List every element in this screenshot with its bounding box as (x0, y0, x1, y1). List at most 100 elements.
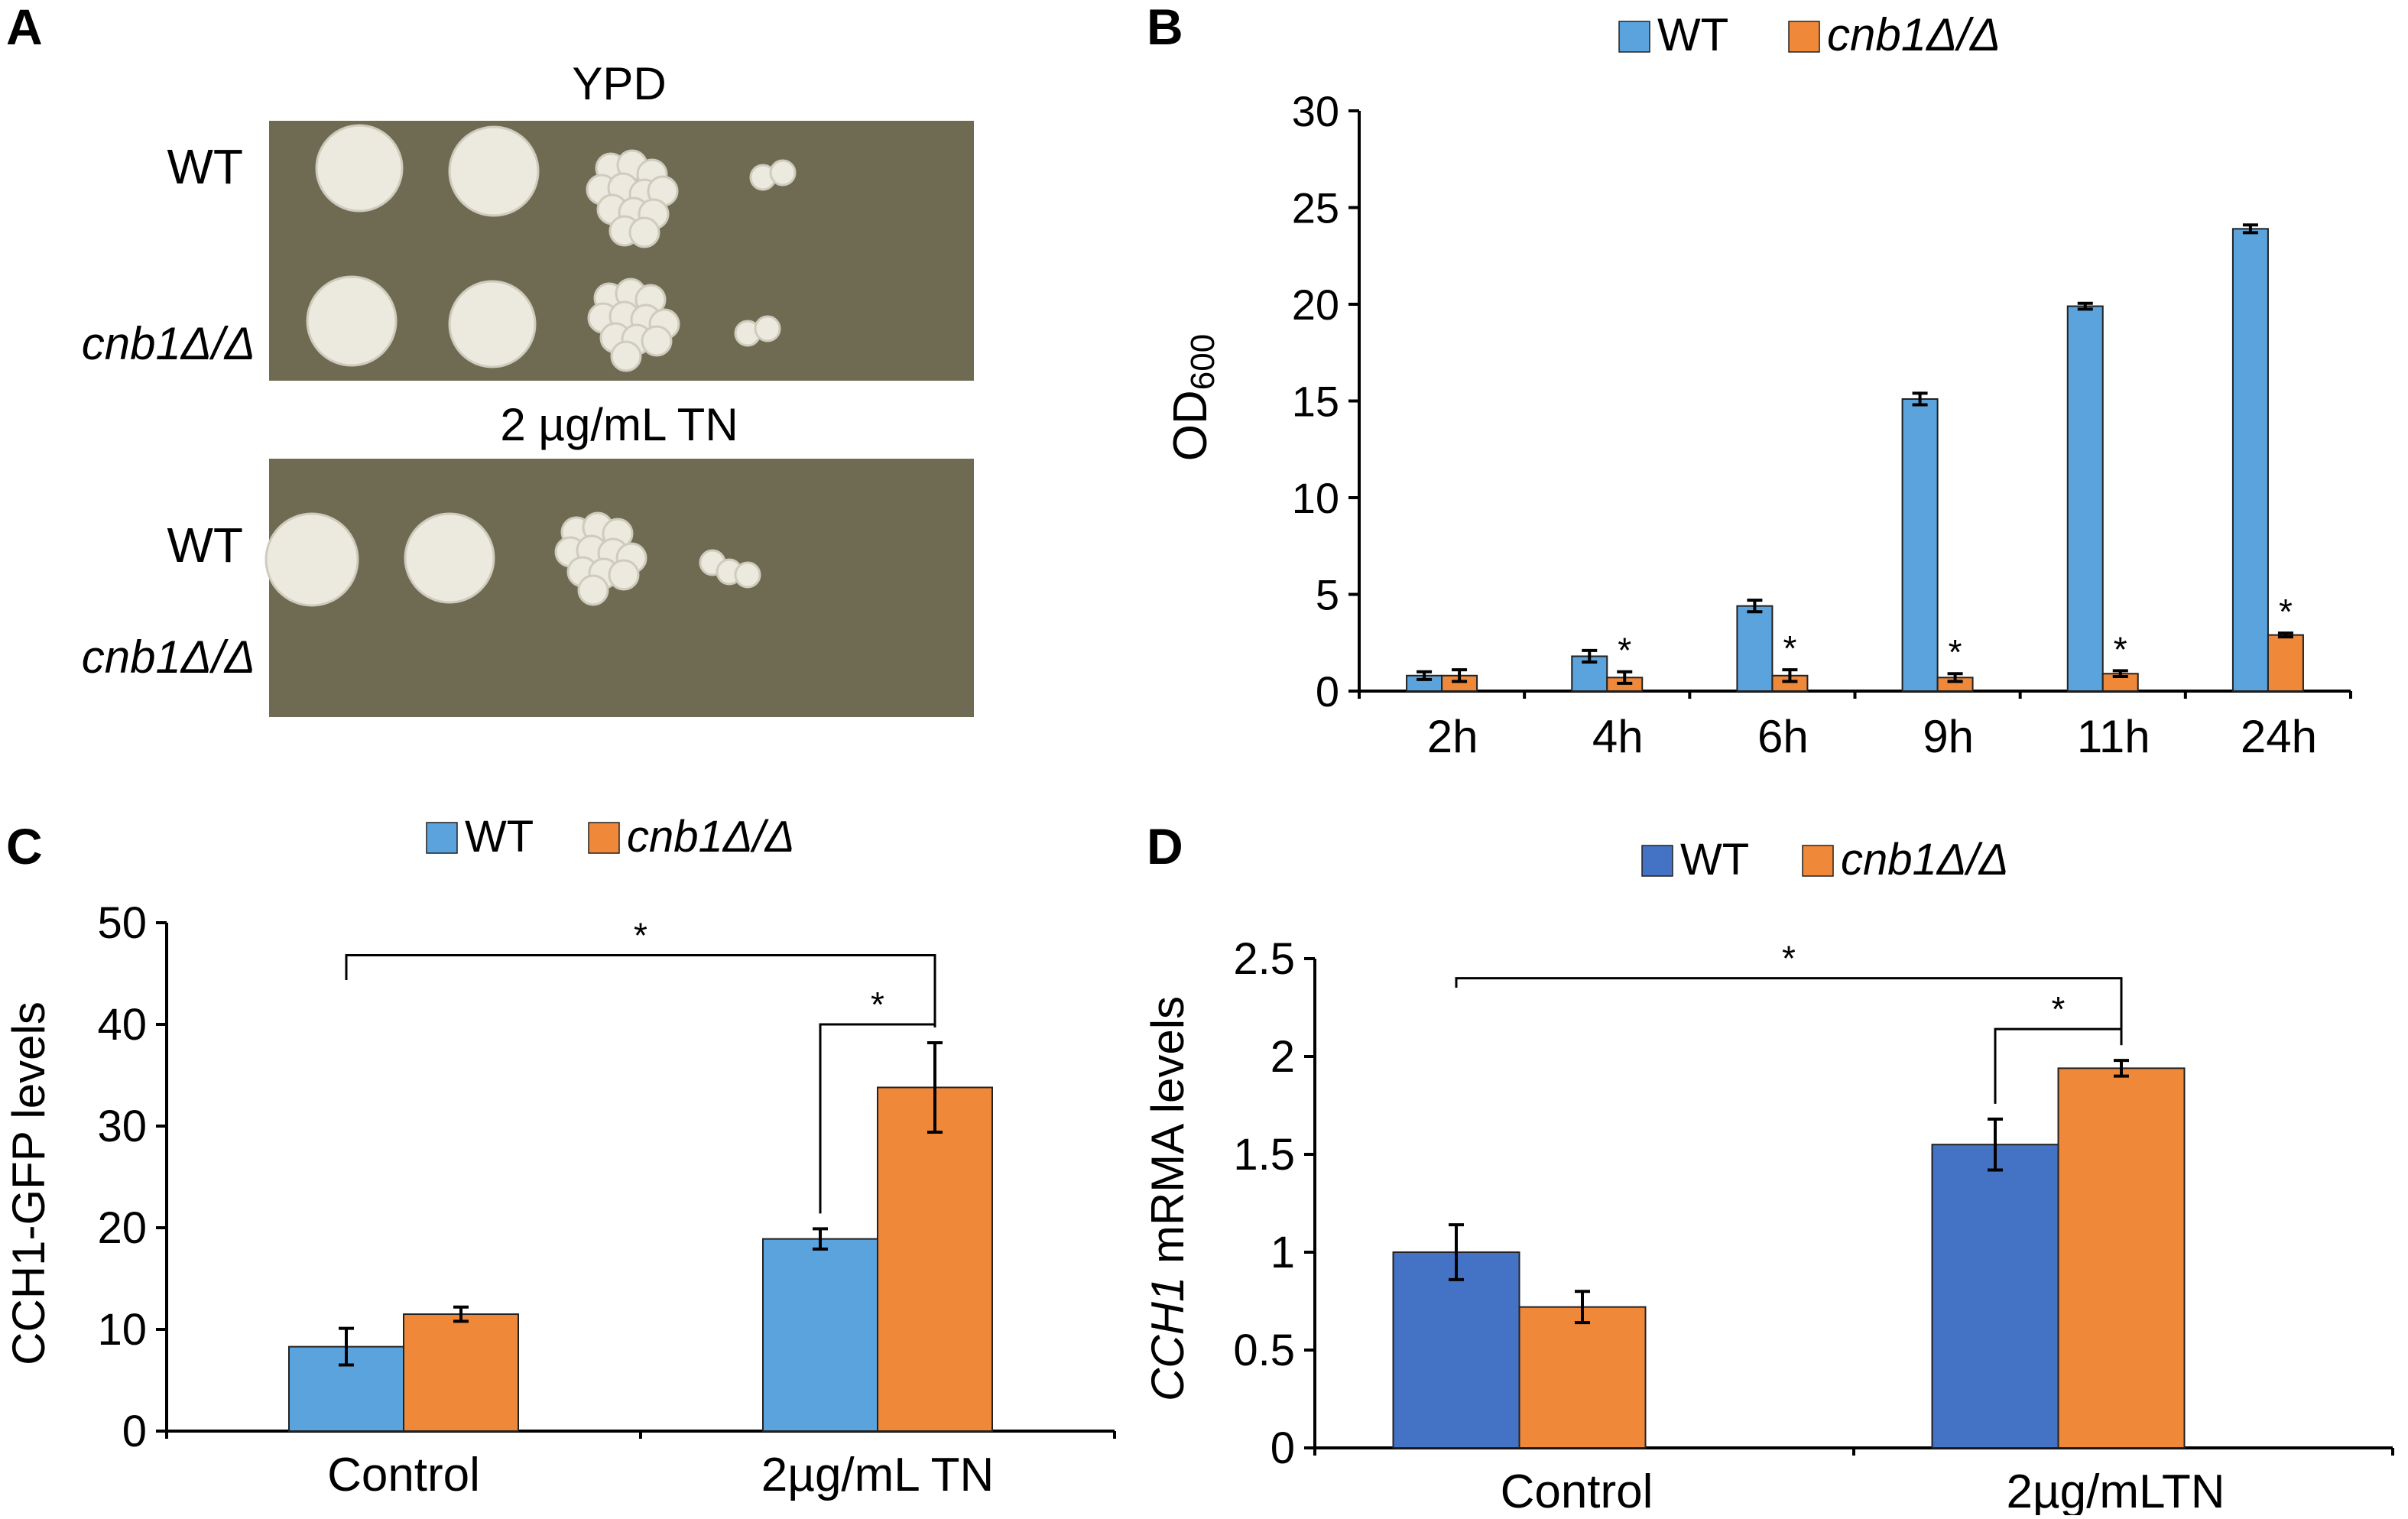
legend-swatch-mutant (588, 822, 620, 854)
significance-label: * (2052, 989, 2066, 1029)
colony-plate2-wt-dil2 (404, 512, 495, 604)
y-tick-label: 0 (122, 1407, 147, 1456)
legend-label-wt: WT (465, 812, 534, 862)
x-tick-label: 11h (2077, 711, 2150, 762)
y-tick-label: 20 (1292, 281, 1339, 329)
y-tick-label: 30 (1292, 87, 1339, 135)
significance-label: * (634, 916, 647, 956)
significance-bracket (819, 1023, 936, 1214)
significance-label: * (1618, 631, 1631, 670)
colony-plate1-mut-dil1 (306, 275, 398, 367)
bar-wt-Control (1392, 1251, 1520, 1449)
panel-b-chart: 0 5 10 15 20 25 30 2h 4h 6h 9h 11h 24h * * * * * WT cnb1Δ/Δ… (1164, 9, 2352, 762)
y-tick-label: 1.5 (1233, 1130, 1295, 1180)
legend-label-mutant: cnb1Δ/Δ (1841, 835, 2009, 884)
panel-letter-d: D (1147, 818, 1183, 875)
x-tick-label: 2µg/mLTN (2006, 1465, 2225, 1515)
colony-plate1-mut-dil3-10 (610, 340, 642, 372)
colony-plate2-wt-dil3-10 (577, 574, 609, 606)
plate1-row-wt-label: WT (167, 139, 244, 194)
y-tick-label: 50 (97, 898, 147, 948)
colony-plate1-mut-dil3-9 (641, 325, 673, 357)
y-tick-label: 5 (1316, 571, 1339, 619)
bar-mutant-Control (1518, 1306, 1647, 1449)
y-tick-label: 20 (97, 1203, 147, 1253)
colony-plate1-wt-dil2 (448, 125, 540, 217)
plate2-row-mutant-label: cnb1Δ/Δ (82, 631, 255, 683)
bar-wt-2gmLTN (1931, 1144, 2059, 1449)
x-tick-label: 24h (2241, 711, 2317, 762)
colony-plate1-wt-dil4-1 (769, 159, 797, 187)
legend-label-mutant: cnb1Δ/Δ (627, 812, 795, 862)
y-tick-label: 10 (97, 1305, 147, 1355)
x-tick-label: 9h (1923, 711, 1974, 762)
significance-label: * (1949, 632, 1962, 672)
x-tick-label: 2µg/mL TN (761, 1449, 995, 1501)
colony-plate1-wt-dil3-11 (628, 216, 660, 248)
legend-label-mutant: cnb1Δ/Δ (1827, 9, 2001, 60)
plate1-colonies (306, 124, 797, 372)
x-tick-label: 6h (1757, 711, 1809, 762)
significance-label: * (2114, 629, 2127, 669)
y-tick-label: 0.5 (1233, 1326, 1295, 1375)
bar-mutant-2gmLTN (877, 1086, 993, 1432)
bar-wt-9h (1901, 398, 1939, 692)
significance-label: * (871, 985, 884, 1024)
colony-plate2-wt-dil3-9 (608, 559, 640, 591)
panel-letter-c: C (6, 818, 43, 875)
colony-plate1-wt-dil1 (315, 124, 404, 213)
legend-swatch-wt (1641, 845, 1673, 877)
legend-swatch-wt (426, 822, 458, 854)
y-tick-label: 2.5 (1233, 934, 1295, 984)
plate2-title: 2 µg/mL TN (500, 399, 738, 450)
y-tick-label: 25 (1292, 184, 1339, 232)
y-tick-label: 10 (1292, 474, 1339, 522)
plate2-row-wt-label: WT (167, 518, 244, 573)
x-tick-label: Control (1501, 1465, 1653, 1515)
bar-mutant-24h (2267, 634, 2304, 693)
legend-swatch-wt (1618, 21, 1650, 53)
significance-label: * (2279, 592, 2293, 631)
colony-plate2-wt-dil1 (264, 512, 359, 607)
y-axis-label: OD600 (1164, 334, 1222, 461)
x-tick-label: 2h (1427, 711, 1478, 762)
y-tick-label: 40 (97, 1000, 147, 1050)
y-tick-label: 15 (1292, 378, 1339, 426)
bar-wt-2gmLTN (762, 1238, 878, 1432)
bar-wt-11h (2066, 305, 2104, 692)
panel-d-chart: 0 0.5 1 1.5 2 2.5 Control 2µg/mLTN * * WT cnb1Δ/Δ CC… (1142, 835, 2394, 1518)
y-axis-label: CCH1-GFP levels (3, 1001, 54, 1365)
legend-label-wt: WT (1680, 835, 1749, 884)
y-tick-label: 30 (97, 1102, 147, 1151)
significance-label: * (1783, 628, 1796, 668)
y-axis-label: CCH1 mRMA levels (1142, 996, 1193, 1401)
significance-bracket (1455, 977, 2123, 1046)
y-axis-label-gene: CCH1 (1142, 1277, 1193, 1401)
legend-swatch-mutant (1802, 845, 1834, 877)
x-tick-label: 4h (1592, 711, 1644, 762)
x-tick-label: Control (327, 1449, 480, 1501)
plate1-row-mutant-label: cnb1Δ/Δ (82, 318, 255, 369)
y-axis-label-rest: mRMA levels (1142, 996, 1193, 1277)
colony-plate2-wt-dil4-2 (734, 561, 761, 589)
legend-label-wt: WT (1657, 9, 1728, 60)
y-tick-label: 0 (1271, 1423, 1295, 1473)
y-tick-label: 0 (1316, 667, 1339, 716)
y-tick-label: 1 (1271, 1228, 1295, 1277)
y-axis-label-subscript: 600 (1184, 334, 1222, 390)
plate1-title: YPD (572, 58, 666, 109)
bar-mutant-Control (403, 1313, 519, 1433)
colony-plate1-mut-dil2 (448, 280, 537, 368)
significance-label: * (1782, 939, 1796, 979)
significance-bracket (345, 954, 936, 1027)
bar-mutant-2gmLTN (2057, 1067, 2186, 1449)
plate2-colonies (264, 511, 761, 607)
colony-plate1-mut-dil4-1 (754, 315, 781, 342)
legend-swatch-mutant (1788, 21, 1820, 53)
bar-wt-6h (1736, 605, 1774, 692)
y-tick-label: 2 (1271, 1032, 1295, 1082)
significance-bracket (1994, 1027, 2123, 1104)
